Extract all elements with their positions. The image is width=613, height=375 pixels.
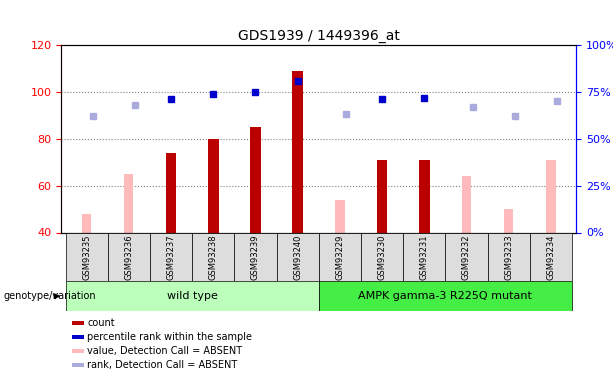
Text: rank, Detection Call = ABSENT: rank, Detection Call = ABSENT [87, 360, 237, 370]
Bar [72, 349, 84, 352]
Text: GSM93233: GSM93233 [504, 234, 513, 280]
Text: GSM93229: GSM93229 [335, 234, 345, 280]
Text: genotype/variation: genotype/variation [3, 291, 96, 301]
Bar [234, 232, 276, 281]
Text: GSM93236: GSM93236 [124, 234, 134, 280]
Text: GSM93234: GSM93234 [546, 234, 555, 280]
Bar [335, 200, 345, 232]
Bar [66, 232, 108, 281]
Text: GSM93232: GSM93232 [462, 234, 471, 280]
Bar [361, 232, 403, 281]
Bar [72, 321, 84, 325]
Text: percentile rank within the sample: percentile rank within the sample [87, 332, 252, 342]
Bar [487, 232, 530, 281]
Text: wild type: wild type [167, 291, 218, 301]
Bar [276, 232, 319, 281]
Bar [292, 71, 303, 232]
Bar [166, 153, 177, 232]
Bar [250, 127, 261, 232]
Bar [124, 174, 134, 232]
Text: GSM93231: GSM93231 [420, 234, 428, 280]
Bar [192, 232, 234, 281]
Bar [108, 232, 150, 281]
Bar [319, 232, 361, 281]
Text: GSM93239: GSM93239 [251, 234, 260, 280]
Bar [462, 176, 471, 232]
Bar [377, 160, 387, 232]
Text: value, Detection Call = ABSENT: value, Detection Call = ABSENT [87, 346, 242, 356]
Title: GDS1939 / 1449396_at: GDS1939 / 1449396_at [238, 28, 400, 43]
Text: count: count [87, 318, 115, 328]
Text: AMPK gamma-3 R225Q mutant: AMPK gamma-3 R225Q mutant [359, 291, 532, 301]
Bar [446, 232, 487, 281]
Text: GSM93240: GSM93240 [293, 234, 302, 280]
Bar [419, 160, 430, 232]
Text: GSM93235: GSM93235 [82, 234, 91, 280]
Text: GSM93238: GSM93238 [209, 234, 218, 280]
Bar [546, 160, 555, 232]
Bar [319, 281, 572, 311]
Text: GSM93230: GSM93230 [378, 234, 387, 280]
Text: GSM93237: GSM93237 [167, 234, 175, 280]
Bar [150, 232, 192, 281]
Bar [208, 139, 218, 232]
Bar [403, 232, 446, 281]
Bar [72, 335, 84, 339]
Bar [530, 232, 572, 281]
Bar [72, 363, 84, 367]
Bar [82, 214, 91, 232]
Bar [504, 209, 513, 232]
Bar [66, 281, 319, 311]
